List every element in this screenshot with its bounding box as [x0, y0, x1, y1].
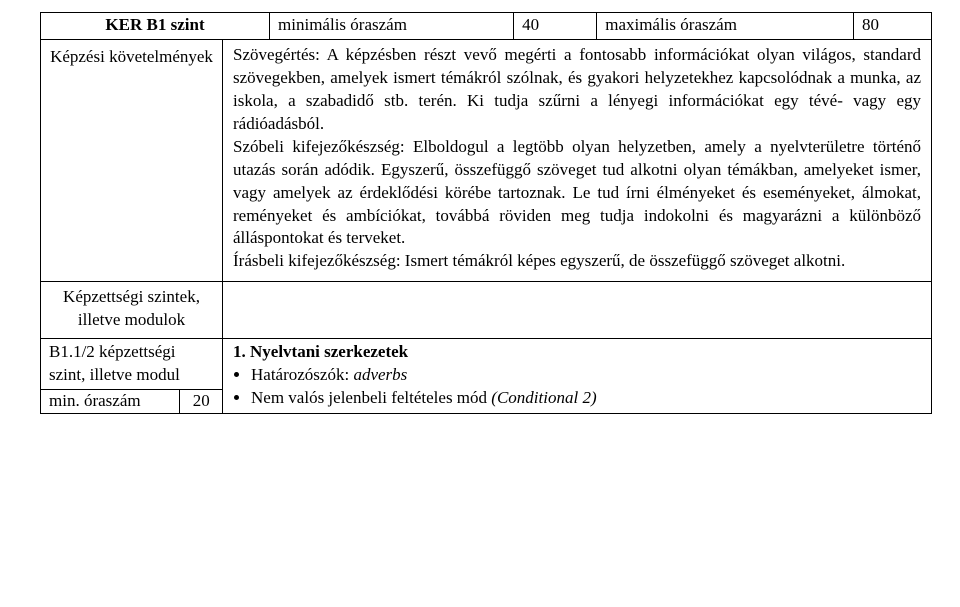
requirements-body: Szövegértés: A képzésben részt vevő megé…: [223, 40, 932, 282]
module-left-cell: B1.1/2 képzettségi szint, illetve modul …: [41, 339, 223, 413]
min-hours-subvalue: 20: [179, 390, 223, 413]
requirements-paragraph-2: Szóbeli kifejezőkészség: Elboldogul a le…: [233, 136, 921, 251]
requirements-table: Képzési követelmények Szövegértés: A kép…: [40, 40, 932, 282]
max-hours-value: 80: [853, 13, 931, 40]
requirements-paragraph-3: Írásbeli kifejezőkészség: Ismert témákró…: [233, 250, 921, 273]
requirements-row: Képzési követelmények Szövegértés: A kép…: [41, 40, 932, 282]
page-root: KER B1 szint minimális óraszám 40 maximá…: [0, 0, 960, 432]
levels-label-table: Képzettségi szintek, illetve modulok: [40, 282, 932, 339]
header-table: KER B1 szint minimális óraszám 40 maximá…: [40, 12, 932, 40]
syllabus-item-2-italic: (Conditional 2): [491, 388, 596, 407]
min-hours-sublabel: min. óraszám: [41, 390, 179, 413]
syllabus-item-1: Határozószók: adverbs: [251, 364, 921, 387]
syllabus-item-2: Nem valós jelenbeli feltételes mód (Cond…: [251, 387, 921, 410]
syllabus-item-2-text: Nem valós jelenbeli feltételes mód: [251, 388, 491, 407]
module-left-top-row: B1.1/2 képzettségi szint, illetve modul: [41, 339, 223, 389]
module-name: B1.1/2 képzettségi szint, illetve modul: [41, 339, 223, 389]
levels-label-row: Képzettségi szintek, illetve modulok: [41, 282, 932, 338]
min-hours-label: minimális óraszám: [270, 13, 514, 40]
module-row: B1.1/2 képzettségi szint, illetve modul …: [41, 339, 932, 413]
module-table: B1.1/2 képzettségi szint, illetve modul …: [40, 339, 932, 414]
levels-label: Képzettségi szintek, illetve modulok: [41, 282, 223, 338]
syllabus-list: Határozószók: adverbs Nem valós jelenbel…: [233, 364, 921, 410]
module-left-bottom-row: min. óraszám 20: [41, 390, 223, 413]
levels-empty-cell: [223, 282, 932, 338]
syllabus-item-1-text: Határozószók:: [251, 365, 353, 384]
requirements-row-label: Képzési követelmények: [41, 40, 223, 282]
min-hours-value: 40: [514, 13, 597, 40]
header-row: KER B1 szint minimális óraszám 40 maximá…: [41, 13, 932, 40]
syllabus-title: 1. Nyelvtani szerkezetek: [233, 341, 921, 364]
syllabus-item-1-italic: adverbs: [353, 365, 407, 384]
module-left-subtable: B1.1/2 képzettségi szint, illetve modul …: [41, 339, 223, 413]
requirements-paragraph-1: Szövegértés: A képzésben részt vevő megé…: [233, 44, 921, 136]
module-content-cell: 1. Nyelvtani szerkezetek Határozószók: a…: [223, 339, 932, 413]
max-hours-label: maximális óraszám: [597, 13, 854, 40]
level-label: KER B1 szint: [41, 13, 270, 40]
